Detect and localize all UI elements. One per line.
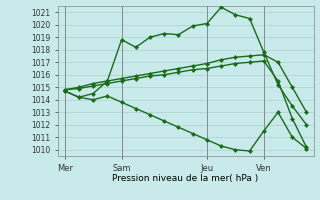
X-axis label: Pression niveau de la mer( hPa ): Pression niveau de la mer( hPa ) [112,174,259,183]
